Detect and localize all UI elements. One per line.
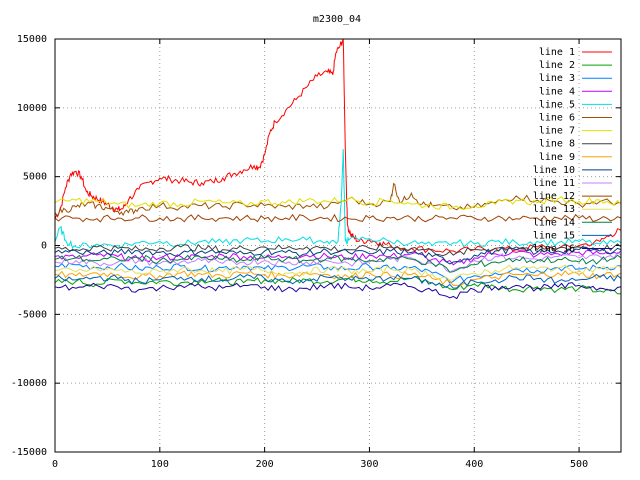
series-line-15: [54, 273, 622, 289]
series-line-11: [54, 251, 622, 273]
legend-label-2: line 2: [539, 60, 575, 71]
series-line-10: [54, 245, 622, 265]
series-line-1: [54, 38, 622, 254]
series-line-14: [54, 254, 622, 273]
legend-label-11: line 11: [533, 178, 575, 189]
legend-label-1: line 1: [539, 47, 575, 58]
x-tick-label: 400: [465, 459, 483, 470]
legend-label-13: line 13: [533, 204, 575, 215]
y-tick-label: 0: [41, 241, 47, 252]
legend-label-15: line 15: [533, 230, 575, 241]
legend-label-12: line 12: [533, 191, 575, 202]
series-line-5: [54, 149, 622, 249]
legend-label-16: line 16: [533, 244, 575, 255]
series-line-16: [54, 282, 622, 300]
y-tick-label: 5000: [23, 172, 47, 183]
legend-label-6: line 6: [539, 113, 575, 124]
x-tick-label: 100: [151, 459, 169, 470]
series-group: [54, 38, 622, 300]
y-tick-label: 15000: [17, 34, 47, 45]
series-line-3: [54, 262, 622, 284]
series-line-2: [54, 274, 622, 295]
legend-label-3: line 3: [539, 73, 575, 84]
legend-label-4: line 4: [539, 86, 575, 97]
y-tick-label: -10000: [11, 378, 47, 389]
x-tick-label: 300: [360, 459, 378, 470]
x-tick-label: 500: [570, 459, 588, 470]
legend-label-9: line 9: [539, 152, 575, 163]
legend-label-10: line 10: [533, 165, 575, 176]
x-axis: 0 100 200 300 400 500: [52, 39, 588, 470]
series-line-13: [54, 264, 622, 281]
grid-lines: [55, 39, 621, 452]
x-tick-label: 0: [52, 459, 58, 470]
chart-title: m2300_04: [313, 14, 361, 25]
legend-label-5: line 5: [539, 99, 575, 110]
series-line-7: [54, 196, 622, 210]
y-tick-label: -15000: [11, 447, 47, 458]
legend-label-7: line 7: [539, 126, 575, 137]
legend-label-14: line 14: [533, 217, 575, 228]
legend-label-8: line 8: [539, 139, 575, 150]
legend: line 1 line 2 line 3 line 4 line 5 line 6 line…: [533, 47, 612, 255]
x-tick-label: 200: [256, 459, 274, 470]
y-tick-label: -5000: [17, 309, 47, 320]
plot-frame: [54, 38, 622, 453]
y-tick-label: 10000: [17, 103, 47, 114]
series-line-12: [54, 213, 622, 223]
series-line-8: [54, 243, 622, 257]
